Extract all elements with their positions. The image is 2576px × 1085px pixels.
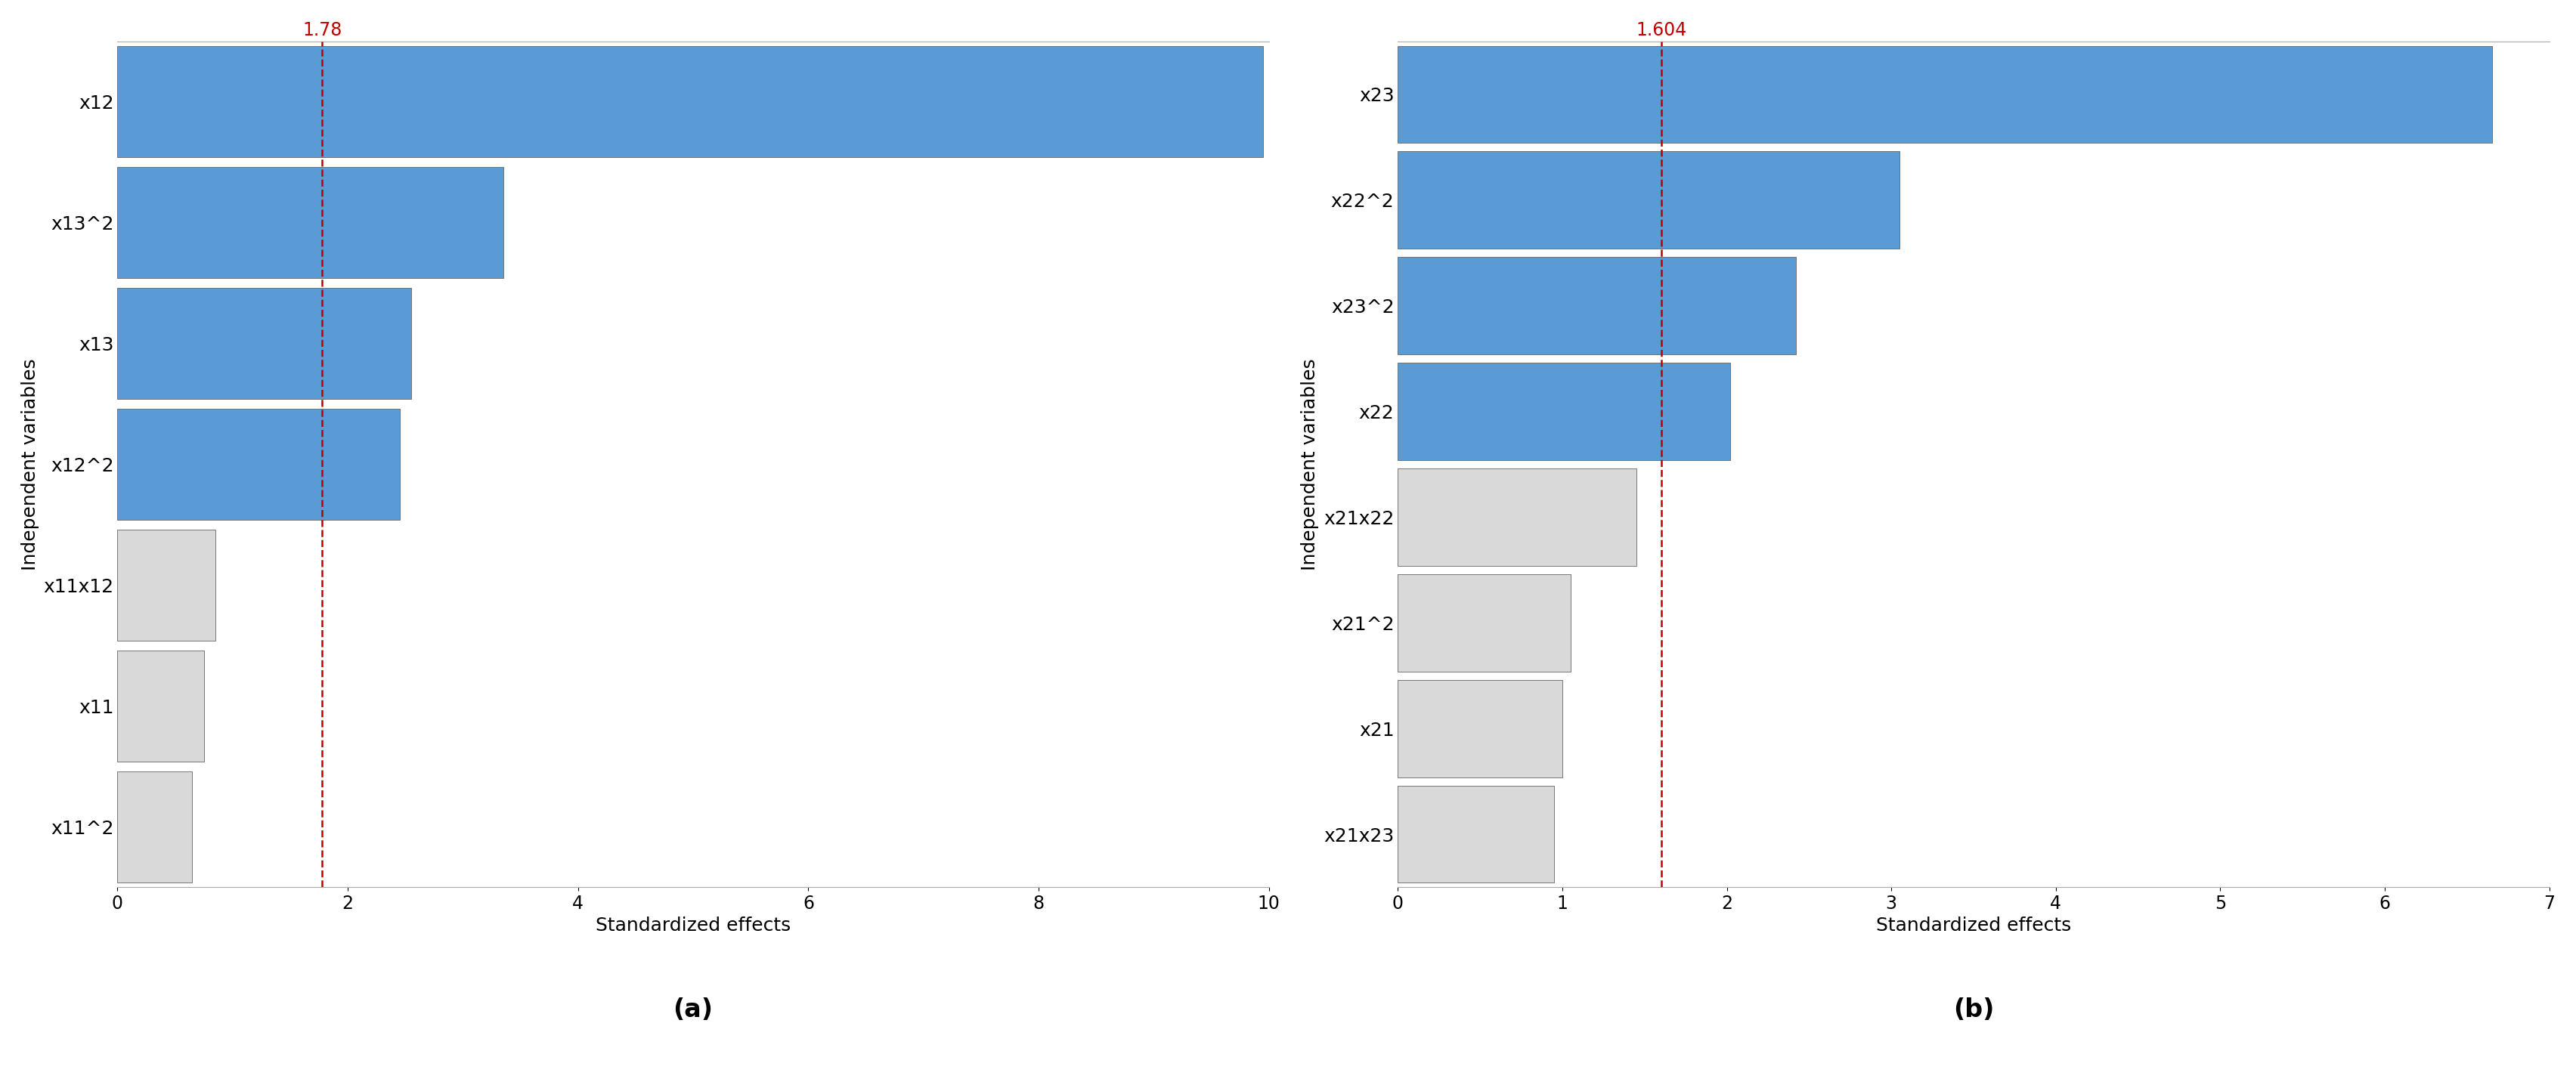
Y-axis label: Independent variables: Independent variables xyxy=(21,358,39,571)
Text: (a): (a) xyxy=(672,997,714,1022)
Bar xyxy=(1399,362,1731,460)
Bar xyxy=(118,47,1262,157)
Bar xyxy=(118,288,412,399)
Bar xyxy=(1399,680,1561,777)
Bar xyxy=(118,529,216,640)
X-axis label: Standardized effects: Standardized effects xyxy=(1875,917,2071,935)
Text: 1.604: 1.604 xyxy=(1636,22,1687,39)
Bar xyxy=(118,167,502,278)
Bar xyxy=(118,650,204,762)
Bar xyxy=(1399,786,1553,883)
Bar xyxy=(118,409,399,520)
Bar xyxy=(1399,469,1636,565)
Bar xyxy=(118,771,193,882)
Bar xyxy=(1399,257,1795,355)
Bar xyxy=(1399,152,1899,248)
Text: 1.78: 1.78 xyxy=(301,21,343,39)
Y-axis label: Independent variables: Independent variables xyxy=(1301,358,1319,571)
X-axis label: Standardized effects: Standardized effects xyxy=(595,917,791,935)
Bar xyxy=(1399,46,2491,143)
Bar xyxy=(1399,574,1571,672)
Text: (b): (b) xyxy=(1953,997,1994,1022)
